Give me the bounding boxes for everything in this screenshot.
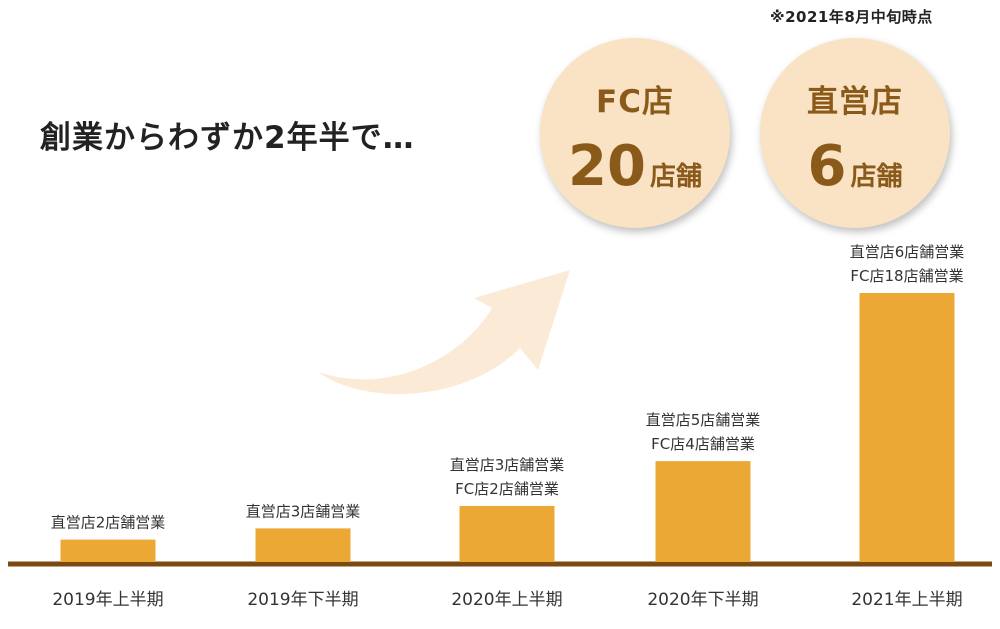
as-of-note: ※2021年8月中旬時点: [770, 8, 933, 26]
x-tick-label-4: 2020年下半期: [647, 590, 758, 610]
bar-2-label-1: 直営店3店舗営業: [246, 502, 361, 520]
bar-4-label-2: FC店4店舗営業: [651, 435, 755, 453]
growth-arrow-icon: [318, 270, 570, 395]
direct-store-title: 直営店: [807, 84, 903, 120]
x-tick-label-5: 2021年上半期: [851, 590, 962, 610]
bar-5-label-2: FC店18店舗営業: [850, 267, 963, 285]
x-tick-label-3: 2020年上半期: [451, 590, 562, 610]
bar-5: [859, 293, 955, 562]
bar-4: [655, 461, 751, 562]
direct-store-unit: 店舗: [850, 162, 903, 192]
fc-store-number: 20: [568, 134, 646, 199]
direct-store-count-circle: 直営店 6 店舗: [760, 38, 950, 228]
bar-2: [255, 528, 351, 562]
bar-5-label-1: 直営店6店舗営業: [850, 243, 965, 261]
bar-3: [459, 505, 555, 562]
bar-3-label-1: 直営店3店舗営業: [450, 456, 565, 474]
headline: 創業からわずか2年半で…: [40, 120, 415, 156]
x-tick-label-1: 2019年上半期: [52, 590, 163, 610]
bar-4-label-1: 直営店5店舗営業: [646, 411, 761, 429]
fc-store-count-circle: FC店 20 店舗: [540, 38, 730, 228]
fc-store-unit: 店舗: [649, 162, 702, 192]
bar-3-label-2: FC店2店舗営業: [455, 480, 559, 498]
direct-store-number: 6: [807, 134, 847, 199]
x-tick-label-2: 2019年下半期: [247, 590, 358, 610]
bar-1-label-1: 直営店2店舗営業: [51, 514, 166, 532]
bar-1: [60, 539, 156, 562]
fc-store-title: FC店: [596, 84, 674, 120]
